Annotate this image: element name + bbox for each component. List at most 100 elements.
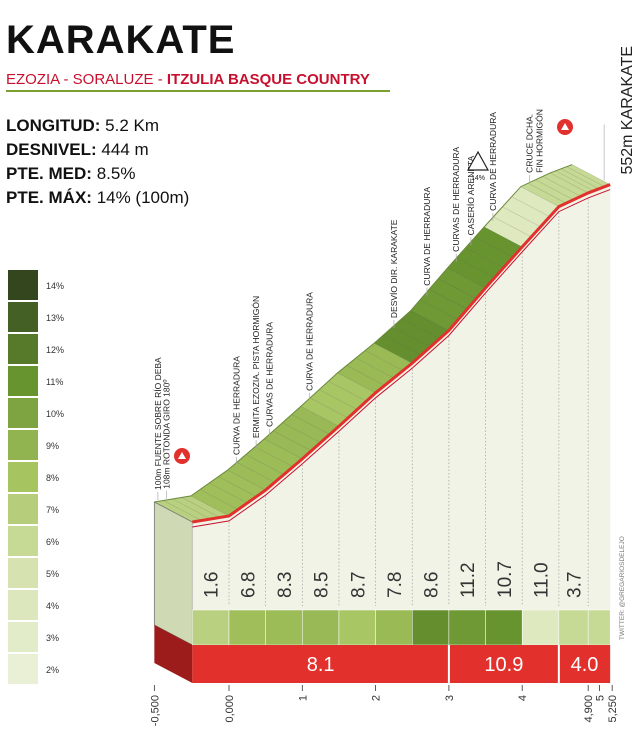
segment-grade-label: 7.8 <box>385 572 406 598</box>
legend-swatch <box>8 526 38 556</box>
gradient-strip-cell <box>485 609 523 646</box>
annotation-label: DESVÍO DIR. KARAKATE <box>389 219 399 318</box>
page-title: KARAKATE <box>6 18 236 62</box>
annotation-label: ERMITA EZOZIA. PISTA HORMIGÓN <box>251 296 261 438</box>
annotation-label: 100m FUENTE SOBRE RÍO DEBA <box>153 357 163 490</box>
legend-label: 14% <box>46 281 64 291</box>
x-tick-label: 4,900 <box>583 695 595 723</box>
legend-swatch <box>8 270 38 300</box>
legend-swatch <box>8 366 38 396</box>
gradient-strip-cell <box>375 609 413 646</box>
stat-max-grade: PTE. MÁX: 14% (100m) <box>6 186 189 210</box>
summary-block <box>192 645 611 683</box>
stat-elevation-gain: DESNIVEL: 444 m <box>6 138 189 162</box>
segment-grade-label: 11.0 <box>532 562 553 598</box>
gradient-strip-cell <box>521 609 560 646</box>
warning-triangle-icon <box>466 150 490 171</box>
subtitle-race: ITZULIA BASQUE COUNTRY <box>166 71 370 88</box>
legend-swatch <box>8 398 38 428</box>
legend-label: 10% <box>46 409 64 419</box>
roundabout-icon-glyph <box>178 452 186 459</box>
gradient-strip-cell <box>192 609 230 646</box>
profile-front-wall <box>192 184 611 610</box>
annotation-label: CURVA DE HERRADURA <box>305 292 315 391</box>
annotation-label: CURVA DE HERRADURA <box>422 187 432 286</box>
legend-label: 6% <box>46 537 59 547</box>
summary-block-value: 8.1 <box>307 654 335 676</box>
segment-grade-label: 8.5 <box>312 572 333 598</box>
summary-block-value: 10.9 <box>484 654 523 676</box>
x-tick-label: 0,000 <box>224 695 236 723</box>
annotation-label: CURVAS DE HERRADURA <box>451 146 461 251</box>
segment-grade-label: 1.6 <box>202 572 223 598</box>
gradient-strip-cell <box>587 609 611 646</box>
legend-label: 5% <box>46 569 59 579</box>
gradient-strip-cell <box>448 609 486 646</box>
stat-label: DESNIVEL: <box>6 140 97 159</box>
segment-grade-label: 8.3 <box>275 572 296 598</box>
gradient-strip-cell <box>412 609 450 646</box>
segment-grade-label: 11.2 <box>458 562 479 598</box>
legend-swatch <box>8 302 38 332</box>
legend-swatch <box>8 334 38 364</box>
x-tick-label: 5 <box>595 695 607 701</box>
stat-value: 14% (100m) <box>96 188 190 207</box>
summary-block-value: 4.0 <box>571 654 599 676</box>
segment-grade-label: 8.6 <box>422 572 443 598</box>
legend-swatch <box>8 430 38 460</box>
profile-back-edge <box>154 164 573 503</box>
x-tick-label: 2 <box>371 695 383 701</box>
gradient-strip-cell <box>228 609 266 646</box>
subtitle-underline <box>6 90 390 92</box>
legend-label: 2% <box>46 665 59 675</box>
stat-value: 5.2 Km <box>105 116 160 135</box>
stat-avg-grade: PTE. MED: 8.5% <box>6 162 189 186</box>
credit-text: TWITTER: @GREGARIOSDELEJO <box>619 536 626 640</box>
annotation-label: CRUCE DCHA. <box>525 114 535 173</box>
x-tick-label: 5,250 <box>607 695 619 723</box>
stats-panel: LONGITUD: 5.2 Km DESNIVEL: 444 m PTE. ME… <box>6 114 189 210</box>
legend-label: 9% <box>46 441 59 451</box>
x-tick-label: -0,500 <box>149 695 161 726</box>
stat-length: LONGITUD: 5.2 Km <box>6 114 189 138</box>
annotation-label: FIN HORMIGÓN <box>535 109 545 173</box>
legend-label: 7% <box>46 505 59 515</box>
legend-swatch <box>8 494 38 524</box>
legend-swatch <box>8 654 38 684</box>
legend-label: 8% <box>46 473 59 483</box>
annotation-label: CASERÍO ARENETA <box>466 155 476 235</box>
gradient-strip-cell <box>338 609 376 646</box>
x-tick-label: 3 <box>444 695 456 701</box>
annotation-label: 108m ROTONDA GIRO 180º <box>162 380 172 489</box>
legend-swatch <box>8 558 38 588</box>
gradient-strip-cell <box>302 609 340 646</box>
annotation-label: CURVAS DE HERRADURA <box>264 322 274 427</box>
stat-value: 444 m <box>101 140 149 159</box>
annotation-label: CURVA DE HERRADURA <box>488 112 498 211</box>
subtitle: EZOZIA - SORALUZE - ITZULIA BASQUE COUNT… <box>6 71 370 88</box>
segment-grade-label: 6.8 <box>238 572 259 598</box>
segment-grade-label: 8.7 <box>348 572 369 598</box>
gradient-strip-cell <box>265 609 303 646</box>
legend-label: 4% <box>46 601 59 611</box>
legend-label: 12% <box>46 345 64 355</box>
warning-label: 14% <box>471 175 485 182</box>
stat-label: PTE. MÁX: <box>6 188 92 207</box>
legend-swatch <box>8 462 38 492</box>
legend-label: 13% <box>46 313 64 323</box>
x-tick-label: 4 <box>517 695 529 701</box>
block-side-face <box>154 625 193 683</box>
road-line-shadow <box>192 189 611 528</box>
annotation-label: CURVA DE HERRADURA <box>231 356 241 455</box>
legend-label: 3% <box>46 633 59 643</box>
summit-label: 552m KARAKATE <box>619 46 636 175</box>
legend-swatch <box>8 622 38 652</box>
summit-icon-glyph <box>561 123 569 130</box>
legend-label: 11% <box>46 377 63 387</box>
stat-label: LONGITUD: <box>6 116 101 135</box>
subtitle-route: EZOZIA - SORALUZE - <box>6 71 167 88</box>
gradient-strip-cell <box>558 609 589 646</box>
legend-swatch <box>8 590 38 620</box>
road-line <box>192 183 611 524</box>
segment-grade-label: 3.7 <box>565 572 586 598</box>
